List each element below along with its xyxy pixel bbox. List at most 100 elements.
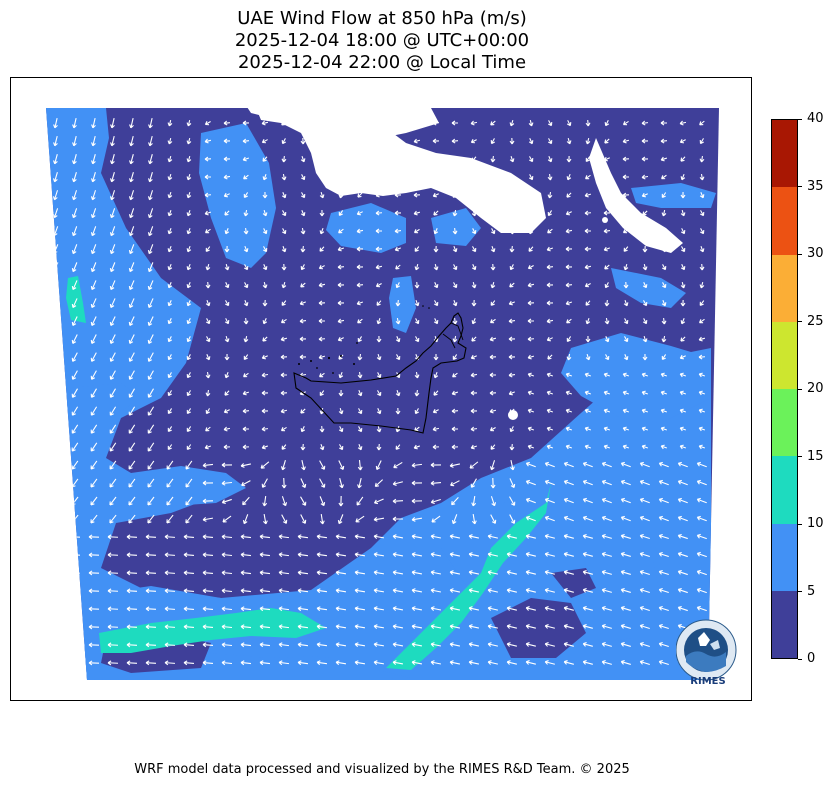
wind-arrow — [109, 496, 117, 506]
wind-arrow — [527, 372, 535, 378]
wind-arrow — [281, 514, 288, 524]
wind-arrow — [224, 335, 230, 343]
wind-arrow — [490, 263, 496, 271]
wind-arrow — [354, 588, 366, 594]
wind-arrow — [566, 155, 572, 163]
wind-arrow — [623, 263, 629, 271]
wind-arrow — [451, 514, 458, 525]
wind-arrow — [183, 642, 195, 648]
wind-arrow — [452, 174, 458, 180]
wind-arrow — [525, 624, 536, 629]
colorbar-tick — [798, 456, 802, 457]
wind-arrow — [300, 426, 306, 433]
wind-arrow — [71, 190, 78, 201]
wind-arrow — [240, 642, 252, 648]
wind-arrow — [506, 534, 517, 539]
wind-arrow — [281, 155, 287, 163]
wind-arrow — [584, 283, 591, 288]
wind-arrow — [128, 190, 135, 201]
wind-arrow — [71, 442, 79, 452]
wind-arrow — [204, 138, 212, 144]
wind-arrow — [145, 588, 157, 594]
wind-arrow — [470, 408, 478, 414]
wind-arrow — [300, 174, 306, 181]
wind-arrow — [297, 552, 309, 558]
wind-arrow — [376, 156, 382, 162]
wind-arrow — [90, 370, 97, 380]
wind-arrow — [204, 444, 212, 450]
wind-map — [46, 108, 719, 680]
wind-arrow — [544, 479, 555, 486]
footer-credit: WRF model data processed and visualized … — [134, 762, 630, 777]
wind-arrow — [280, 390, 288, 396]
wind-arrow — [661, 246, 667, 253]
wind-arrow — [622, 138, 630, 144]
wind-arrow — [525, 642, 536, 647]
wind-arrow — [88, 570, 100, 576]
wind-arrow — [395, 336, 401, 343]
wind-arrow — [280, 372, 287, 378]
wind-arrow — [259, 606, 271, 612]
wind-arrow — [186, 137, 192, 145]
wind-arrow — [52, 352, 59, 362]
wind-arrow — [489, 318, 496, 324]
colorbar-tick — [798, 186, 802, 187]
wind-arrow — [376, 137, 382, 145]
wind-arrow — [186, 173, 192, 181]
wind-arrow — [107, 606, 119, 612]
wind-arrow — [128, 370, 135, 380]
wind-arrow — [563, 624, 574, 629]
map-title: UAE Wind Flow at 850 hPa (m/s) — [237, 8, 527, 29]
wind-arrow — [71, 406, 79, 416]
wind-arrow — [71, 208, 78, 219]
wind-arrow — [413, 210, 421, 216]
wind-arrow — [71, 460, 79, 470]
wind-arrow — [468, 660, 480, 665]
wind-arrow — [223, 174, 231, 180]
wind-arrow — [544, 515, 555, 522]
wind-arrow — [639, 497, 650, 504]
wind-arrow — [50, 642, 62, 648]
wind-arrow — [373, 642, 385, 648]
wind-arrow — [604, 299, 610, 307]
wind-arrow — [585, 119, 591, 127]
wind-arrow — [470, 426, 478, 432]
wind-arrow — [451, 444, 459, 450]
wind-arrow — [319, 513, 325, 525]
wind-arrow — [280, 408, 288, 414]
wind-arrow — [354, 570, 366, 576]
wind-arrow — [224, 353, 230, 361]
wind-arrow — [319, 246, 325, 252]
wind-arrow — [565, 372, 573, 378]
wind-arrow — [509, 478, 516, 489]
wind-arrow — [297, 588, 309, 594]
wind-arrow — [375, 460, 382, 470]
wind-arrow — [658, 659, 669, 666]
wind-arrow — [394, 174, 402, 180]
wind-arrow — [128, 208, 135, 219]
wind-arrow — [528, 191, 534, 199]
wind-arrow — [300, 408, 306, 414]
wind-arrow — [357, 371, 363, 379]
wind-arrow — [110, 136, 115, 147]
wind-arrow — [126, 588, 138, 594]
wind-arrow — [544, 606, 555, 611]
wind-arrow — [338, 156, 344, 163]
wind-arrow — [224, 263, 230, 271]
wind-arrow — [90, 496, 98, 506]
wind-arrow — [487, 588, 498, 593]
wind-arrow — [297, 570, 309, 576]
wind-arrow — [489, 372, 497, 378]
wind-arrow — [546, 390, 554, 396]
wind-arrow — [469, 461, 479, 469]
wind-arrow — [468, 534, 480, 539]
wind-arrow — [509, 264, 515, 271]
wind-arrow — [299, 318, 307, 324]
wind-arrow — [698, 390, 706, 396]
wind-arrow — [508, 336, 516, 342]
wind-arrow — [471, 495, 477, 507]
wind-arrow — [147, 226, 154, 237]
wind-arrow — [356, 246, 364, 252]
wind-arrow — [186, 119, 192, 127]
wind-arrow — [487, 552, 498, 557]
